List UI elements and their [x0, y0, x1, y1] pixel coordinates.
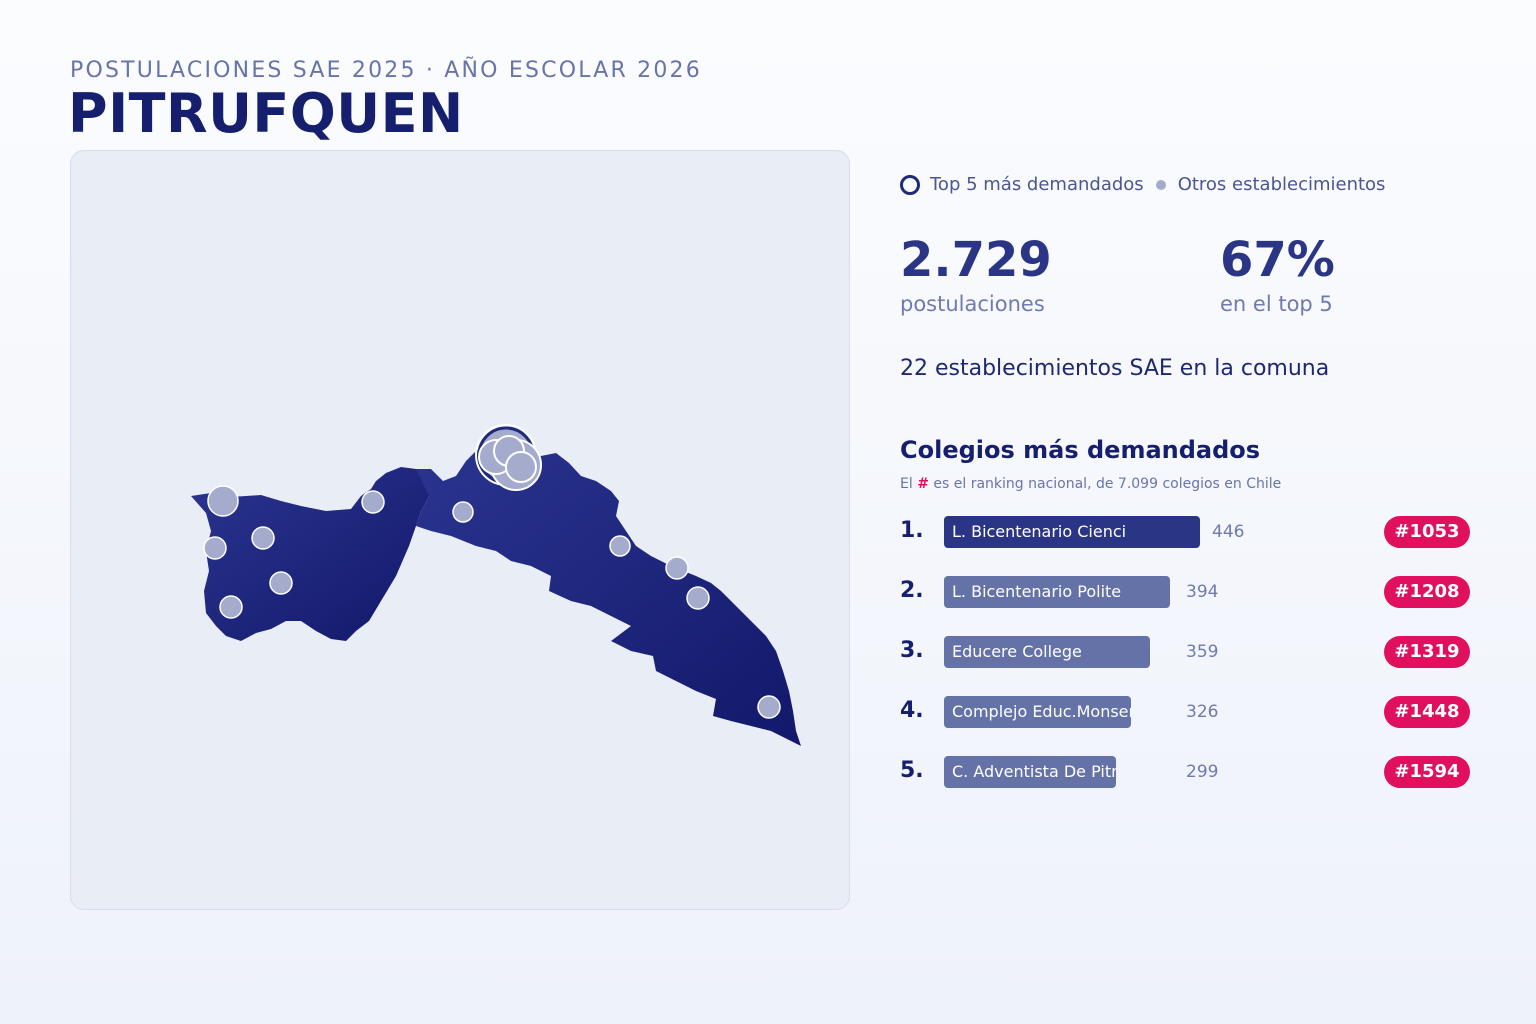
page-title: PITRUFQUEN [68, 82, 464, 145]
marker-other[interactable] [219, 595, 243, 619]
school-name: L. Bicentenario Cienci [952, 522, 1127, 541]
marker-other[interactable] [665, 556, 689, 580]
marker-other[interactable] [757, 695, 781, 719]
note-hash: # [917, 476, 929, 492]
rank-bar[interactable]: Educere College [944, 636, 1150, 668]
ring-icon [900, 174, 920, 195]
rank-bar[interactable]: L. Bicentenario Cienci [944, 516, 1200, 548]
applications-label: postulaciones [900, 292, 1045, 316]
ranking-title: Colegios más demandados [900, 436, 1261, 464]
ranking-row[interactable]: 5. C. Adventista De Pitru 299 #1594 [900, 756, 1470, 788]
rank-position: 4. [900, 698, 924, 723]
rank-position: 5. [900, 758, 924, 783]
legend-others-label: Otros establecimientos [1177, 174, 1386, 195]
applications-value: 2.729 [900, 232, 1052, 288]
school-name: Educere College [952, 642, 1082, 661]
top5-share-value: 67% [1220, 232, 1335, 288]
rank-bar[interactable]: C. Adventista De Pitru [944, 756, 1116, 788]
commune-boundary-east [416, 439, 801, 746]
marker-other[interactable] [452, 501, 474, 523]
note-suffix: es el ranking nacional, de 7.099 colegio… [933, 476, 1282, 492]
rank-position: 1. [900, 518, 924, 543]
map-panel[interactable] [70, 150, 850, 910]
top5-markers [475, 424, 542, 491]
note-prefix: El [900, 476, 913, 492]
marker-other[interactable] [269, 571, 293, 595]
ranking-row[interactable]: 1. L. Bicentenario Cienci 446 #1053 [900, 516, 1470, 548]
dot-icon [1155, 179, 1166, 190]
ranking-note: El # es el ranking nacional, de 7.099 co… [900, 476, 1281, 492]
applications-count: 299 [1186, 762, 1219, 782]
school-name: C. Adventista De Pitru [952, 762, 1116, 781]
marker-other[interactable] [361, 490, 385, 514]
national-rank-badge: #1319 [1384, 636, 1470, 668]
marker-other[interactable] [686, 586, 710, 610]
establishments-count: 22 establecimientos SAE en la comuna [900, 356, 1330, 381]
map-legend: Top 5 más demandados Otros establecimien… [900, 174, 1385, 195]
other-markers [203, 485, 781, 719]
marker-top5[interactable] [505, 451, 537, 483]
national-rank-badge: #1208 [1384, 576, 1470, 608]
rank-position: 2. [900, 578, 924, 603]
school-name: L. Bicentenario Polite [952, 582, 1122, 601]
legend-top5-label: Top 5 más demandados [930, 174, 1144, 195]
school-name: Complejo Educ.Monsenor [952, 702, 1131, 721]
applications-count: 394 [1186, 582, 1219, 602]
top5-share-label: en el top 5 [1220, 292, 1333, 316]
ranking-row[interactable]: 2. L. Bicentenario Polite 394 #1208 [900, 576, 1470, 608]
marker-other[interactable] [251, 526, 275, 550]
ranking-row[interactable]: 4. Complejo Educ.Monsenor 326 #1448 [900, 696, 1470, 728]
national-rank-badge: #1594 [1384, 756, 1470, 788]
ranking-row[interactable]: 3. Educere College 359 #1319 [900, 636, 1470, 668]
applications-count: 359 [1186, 642, 1219, 662]
national-rank-badge: #1448 [1384, 696, 1470, 728]
page-subtitle: POSTULACIONES SAE 2025 · AÑO ESCOLAR 202… [70, 58, 702, 83]
national-rank-badge: #1053 [1384, 516, 1470, 548]
rank-bar[interactable]: L. Bicentenario Polite [944, 576, 1170, 608]
marker-other[interactable] [207, 485, 239, 517]
marker-other[interactable] [609, 535, 631, 557]
marker-other[interactable] [203, 536, 227, 560]
rank-bar[interactable]: Complejo Educ.Monsenor [944, 696, 1131, 728]
rank-position: 3. [900, 638, 924, 663]
applications-count: 326 [1186, 702, 1219, 722]
commune-map[interactable] [71, 151, 850, 910]
applications-count: 446 [1212, 522, 1245, 542]
